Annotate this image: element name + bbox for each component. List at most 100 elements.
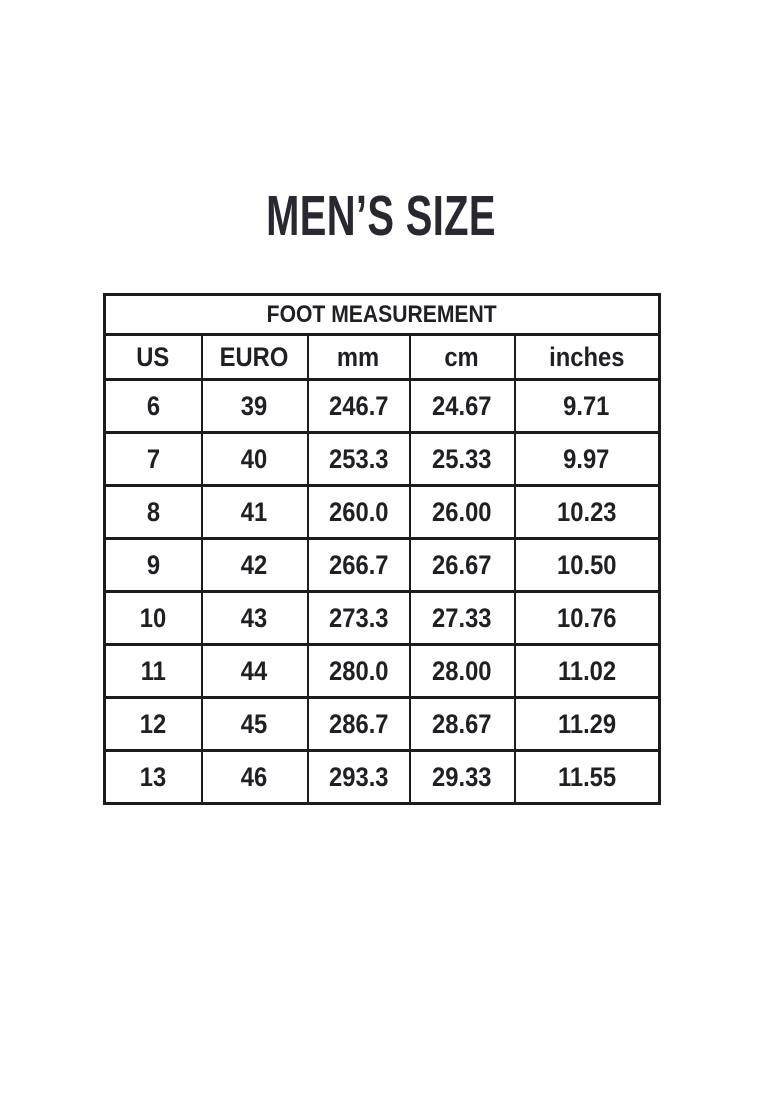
table-cell-value: 12 <box>140 708 167 739</box>
table-row: 9 42 266.7 26.67 10.50 <box>103 537 661 593</box>
table-cell-value: 266.7 <box>328 549 389 580</box>
table-cell-value: 8 <box>146 496 160 527</box>
table-cell: 6 <box>103 378 203 434</box>
table-cell: 43 <box>200 590 309 646</box>
table-cell: 280.0 <box>306 643 411 699</box>
table-cell: 9.71 <box>513 378 661 434</box>
table-cell: 7 <box>103 431 203 487</box>
table-cell-value: 280.0 <box>328 655 389 686</box>
table-cell-value: 253.3 <box>328 443 389 474</box>
table-cell-value: 9 <box>146 549 160 580</box>
table-cell-value: 286.7 <box>328 708 389 739</box>
table-cell-value: 27.33 <box>432 602 492 633</box>
table-cell-value: 293.3 <box>328 761 389 792</box>
table-cell-value: 10.50 <box>557 549 617 580</box>
table-cell: 8 <box>103 484 203 540</box>
table-cell-value: 24.67 <box>432 390 492 421</box>
table-row: 12 45 286.7 28.67 11.29 <box>103 696 661 752</box>
table-cell-value: 28.67 <box>432 708 492 739</box>
table-cell-value: 11.29 <box>557 708 616 739</box>
table-cell-value: 25.33 <box>432 443 492 474</box>
table-cell: 11.29 <box>513 696 661 752</box>
table-cell: 40 <box>200 431 309 487</box>
table-cell: 266.7 <box>306 537 411 593</box>
table-cell: 273.3 <box>306 590 411 646</box>
table-cell: 9 <box>103 537 203 593</box>
table-cell: 24.67 <box>408 378 516 434</box>
table-cell: 10 <box>103 590 203 646</box>
table-cell: 286.7 <box>306 696 411 752</box>
table-cell-value: 7 <box>146 443 160 474</box>
column-header-label: US <box>136 341 170 372</box>
table-cell-value: 10.76 <box>557 602 617 633</box>
table-title: FOOT MEASUREMENT <box>267 300 497 328</box>
table-cell-value: 11.55 <box>557 761 616 792</box>
table-cell: 11.55 <box>513 749 661 805</box>
table-cell: 9.97 <box>513 431 661 487</box>
table-cell-value: 11.02 <box>557 655 616 686</box>
table-row: 10 43 273.3 27.33 10.76 <box>103 590 661 646</box>
table-cell: 42 <box>200 537 309 593</box>
table-cell-value: 42 <box>241 549 268 580</box>
table-cell-value: 26.00 <box>432 496 492 527</box>
table-row: 7 40 253.3 25.33 9.97 <box>103 431 661 487</box>
table-cell: 26.00 <box>408 484 516 540</box>
table-cell-value: 273.3 <box>328 602 389 633</box>
table-body: 6 39 246.7 24.67 9.71 7 40 253.3 25.33 9.97 8 41 260… <box>103 378 661 805</box>
table-title-row: FOOT MEASUREMENT <box>103 293 661 336</box>
table-cell: 28.00 <box>408 643 516 699</box>
table-title-cell: FOOT MEASUREMENT <box>103 293 661 336</box>
table-cell: 26.67 <box>408 537 516 593</box>
table-cell: 44 <box>200 643 309 699</box>
table-cell: 46 <box>200 749 309 805</box>
column-header-us: US <box>103 333 203 381</box>
table-cell: 11.02 <box>513 643 661 699</box>
table-cell: 25.33 <box>408 431 516 487</box>
table-cell-value: 28.00 <box>432 655 492 686</box>
table-cell: 39 <box>200 378 309 434</box>
column-header-mm: mm <box>306 333 411 381</box>
table-cell: 12 <box>103 696 203 752</box>
column-header-label: inches <box>549 341 625 372</box>
column-header-inches: inches <box>513 333 661 381</box>
page-title: MEN’S SIZE <box>266 184 496 248</box>
table-cell-value: 26.67 <box>432 549 492 580</box>
column-header-euro: EURO <box>200 333 309 381</box>
table-cell-value: 10 <box>140 602 167 633</box>
table-cell: 10.50 <box>513 537 661 593</box>
table-row: 6 39 246.7 24.67 9.71 <box>103 378 661 434</box>
column-header-cm: cm <box>408 333 516 381</box>
table-cell-value: 10.23 <box>557 496 617 527</box>
column-header-row: US EURO mm cm inches <box>103 333 661 381</box>
table-cell: 41 <box>200 484 309 540</box>
table-row: 11 44 280.0 28.00 11.02 <box>103 643 661 699</box>
column-header-label: cm <box>444 341 480 372</box>
table-cell-value: 40 <box>241 443 268 474</box>
table-row: 13 46 293.3 29.33 11.55 <box>103 749 661 805</box>
column-header-label: mm <box>337 341 380 372</box>
table-cell: 260.0 <box>306 484 411 540</box>
table-row: 8 41 260.0 26.00 10.23 <box>103 484 661 540</box>
foot-measurement-table: FOOT MEASUREMENT US EURO mm cm inches <box>103 293 662 805</box>
table-cell: 293.3 <box>306 749 411 805</box>
table-cell-value: 45 <box>241 708 268 739</box>
table-cell: 45 <box>200 696 309 752</box>
table-cell: 10.23 <box>513 484 661 540</box>
table-cell: 29.33 <box>408 749 516 805</box>
table-cell: 246.7 <box>306 378 411 434</box>
table-cell-value: 6 <box>146 390 160 421</box>
table-cell-value: 260.0 <box>328 496 389 527</box>
table-cell-value: 44 <box>241 655 268 686</box>
table-cell: 27.33 <box>408 590 516 646</box>
table-cell-value: 9.97 <box>563 443 610 474</box>
table-cell: 10.76 <box>513 590 661 646</box>
table-cell-value: 11 <box>140 655 166 686</box>
table-cell: 11 <box>103 643 203 699</box>
table-cell-value: 39 <box>241 390 268 421</box>
table-cell-value: 9.71 <box>563 390 610 421</box>
table-cell-value: 13 <box>140 761 167 792</box>
column-header-label: EURO <box>220 341 289 372</box>
table-cell-value: 41 <box>241 496 268 527</box>
table-cell: 28.67 <box>408 696 516 752</box>
table-cell: 253.3 <box>306 431 411 487</box>
